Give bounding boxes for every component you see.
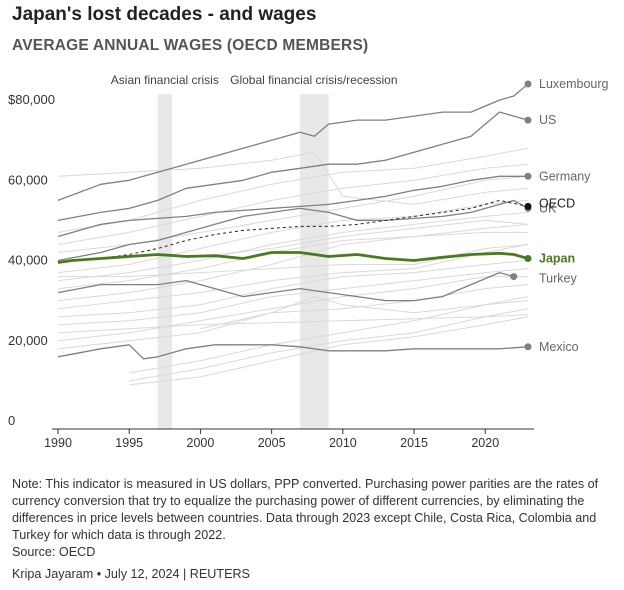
chart-source: Source: OECD <box>12 545 96 559</box>
x-tick-label-3: 2005 <box>258 436 286 450</box>
series-label-us: US <box>539 113 556 127</box>
background-series <box>57 147 529 386</box>
background-series-line-4 <box>57 211 529 282</box>
background-series-line-0 <box>57 147 529 233</box>
series-label-germany: Germany <box>539 169 591 183</box>
highlight-series <box>57 80 532 360</box>
series-line-uk <box>57 199 529 262</box>
series-label-oecd: OECD <box>539 196 575 210</box>
series-label-mexico: Mexico <box>539 340 579 354</box>
x-tick-label-0: 1990 <box>44 436 72 450</box>
shaded-period-0 <box>157 94 172 429</box>
shaded-period-label-1: Global financial crisis/recession <box>230 73 397 87</box>
background-series-line-1 <box>57 163 529 245</box>
series-end-dot-luxembourg <box>524 80 532 88</box>
x-tick-label-4: 2010 <box>329 436 357 450</box>
y-tick-label-3: 60,000 <box>8 172 48 187</box>
series-label-luxembourg: Luxembourg <box>539 77 609 91</box>
series-end-dot-japan <box>524 255 532 263</box>
series-end-dot-germany <box>524 172 532 180</box>
series-end-dot-mexico <box>524 343 532 351</box>
x-tick-label-2: 2000 <box>187 436 215 450</box>
background-series-line-19 <box>58 244 529 278</box>
background-series-line-14 <box>129 316 529 386</box>
series-end-dot-oecd <box>524 202 532 210</box>
series-line-luxembourg <box>57 83 529 202</box>
series-end-dot-us <box>524 116 532 124</box>
series-labels: Luxembourg US Germany UK Turkey Mexico OECD Jap… <box>539 77 609 354</box>
series-line-turkey <box>57 271 514 302</box>
series-label-uk: UK <box>539 201 557 215</box>
series-line-mexico <box>57 344 529 360</box>
y-tick-label-4: $80,000 <box>8 92 55 107</box>
x-axis: 1990 1995 2000 2005 2010 2015 2020 <box>44 428 534 450</box>
background-series-line-9 <box>57 268 529 326</box>
x-tick-label-1: 1995 <box>115 436 143 450</box>
y-tick-label-1: 20,000 <box>8 333 48 348</box>
chart-subtitle: AVERAGE ANNUAL WAGES (OECD MEMBERS) <box>12 37 369 54</box>
series-end-dot-turkey <box>510 273 518 281</box>
series-line-us <box>57 111 529 222</box>
background-series-line-10 <box>57 276 528 342</box>
chart-title: Japan's lost decades - and wages <box>12 4 317 25</box>
background-series-line-15 <box>200 296 529 330</box>
y-tick-label-0: 0 <box>8 413 15 428</box>
background-series-line-8 <box>57 260 529 318</box>
background-series-line-5 <box>57 223 529 290</box>
x-tick-label-6: 2020 <box>471 436 499 450</box>
y-tick-label-2: 40,000 <box>8 253 48 268</box>
series-label-japan: Japan <box>539 252 575 266</box>
line-chart: Asian financial crisis Global financial c… <box>8 73 609 450</box>
series-line-japan <box>57 251 529 264</box>
series-label-turkey: Turkey <box>539 272 577 286</box>
chart-note: Note: This indicator is measured in US d… <box>12 477 599 542</box>
shaded-period-label-0: Asian financial crisis <box>111 73 219 87</box>
shaded-periods: Asian financial crisis Global financial c… <box>111 73 398 429</box>
background-series-line-3 <box>57 199 529 274</box>
background-series-line-11 <box>57 284 529 350</box>
x-tick-label-5: 2015 <box>400 436 428 450</box>
shaded-period-1 <box>300 94 329 429</box>
chart-credit: Kripa Jayaram • July 12, 2024 | REUTERS <box>12 567 250 581</box>
background-series-line-17 <box>57 151 529 205</box>
background-series-line-18 <box>200 219 529 257</box>
series-line-oecd <box>57 199 529 263</box>
y-axis: 0 20,000 40,000 60,000 $80,000 <box>8 92 55 428</box>
background-series-line-16 <box>57 314 529 334</box>
series-line-germany <box>57 175 528 238</box>
